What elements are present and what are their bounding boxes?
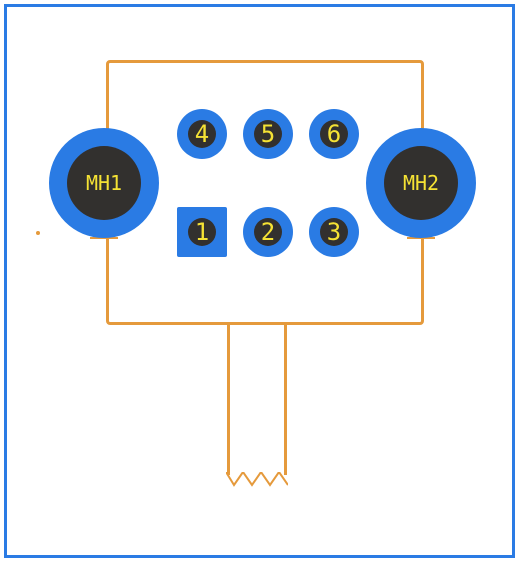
pin-1: 1 — [177, 207, 227, 257]
pin-6-label: 6 — [327, 120, 341, 148]
zigzag-path — [226, 472, 288, 485]
pin-4-label: 4 — [195, 120, 209, 148]
pin-1-label: 1 — [195, 218, 209, 246]
reference-dot — [36, 231, 40, 235]
pin-5-label: 5 — [261, 120, 275, 148]
pin-3-label: 3 — [327, 218, 341, 246]
pin-4: 4 — [177, 109, 227, 159]
component-leg — [227, 323, 287, 475]
pin-3: 3 — [309, 207, 359, 257]
tear-zigzag — [226, 472, 288, 488]
mh2-label: MH2 — [403, 171, 439, 195]
mh1-label: MH1 — [86, 171, 122, 195]
mh1: MH1 — [49, 128, 159, 238]
mh2: MH2 — [366, 128, 476, 238]
pin-5: 5 — [243, 109, 293, 159]
pin-2-label: 2 — [261, 218, 275, 246]
pin-2: 2 — [243, 207, 293, 257]
pin-6: 6 — [309, 109, 359, 159]
